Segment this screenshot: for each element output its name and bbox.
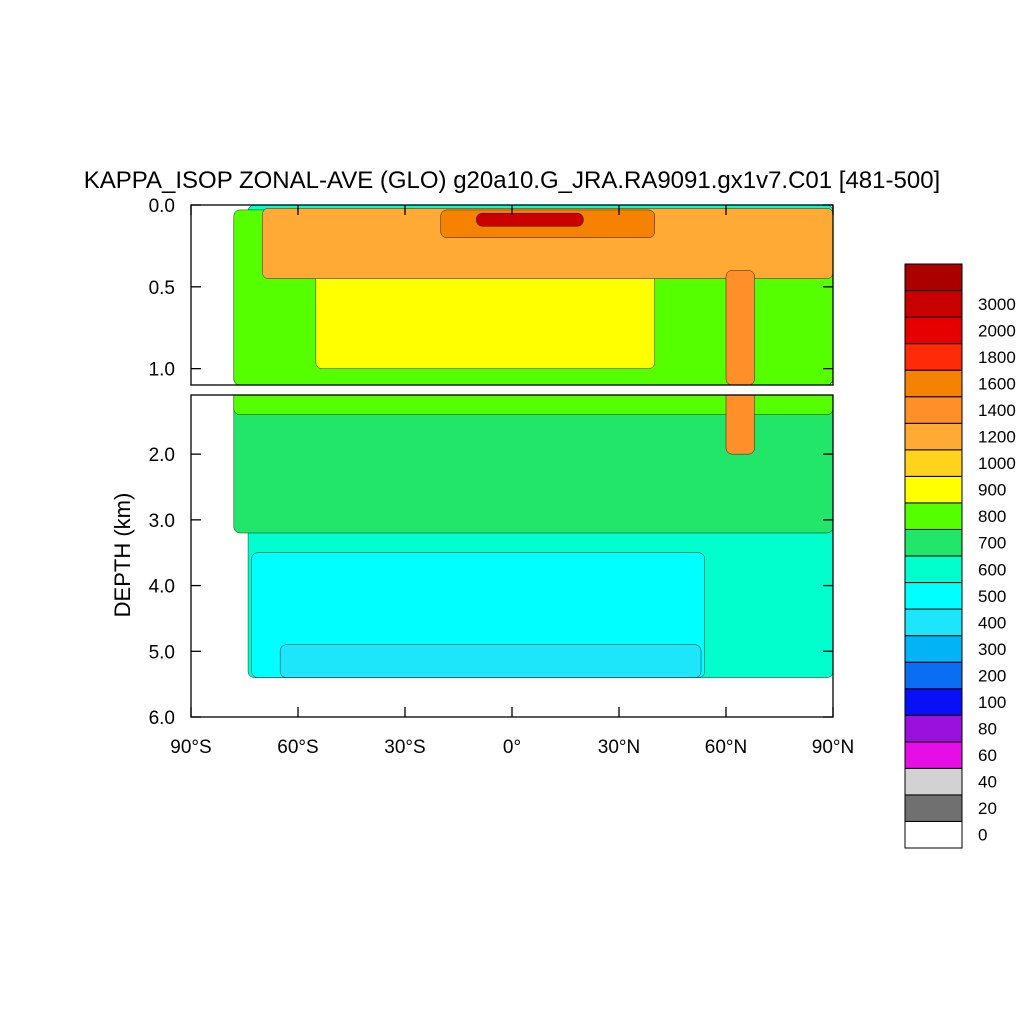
colorbar-label: 500 bbox=[978, 587, 1006, 606]
colorbar-box bbox=[904, 502, 963, 530]
colorbar-box bbox=[904, 582, 963, 610]
y-axis: 0.0 0.5 1.0 2.0 3.0 4.0 5.0 6.0 bbox=[149, 196, 833, 729]
colorbar-box bbox=[904, 820, 963, 849]
colorbar-box bbox=[904, 422, 963, 451]
field-region-2000-3000 bbox=[476, 212, 584, 227]
x-tick-label: 60°N bbox=[705, 737, 747, 758]
colorbar-label: 20 bbox=[978, 799, 997, 818]
colorbar-box bbox=[904, 688, 963, 716]
colorbar-label: 1200 bbox=[978, 428, 1016, 447]
x-tick-label: 90°N bbox=[812, 737, 854, 758]
x-tick-label: 90°S bbox=[170, 737, 211, 758]
colorbar-box bbox=[904, 767, 963, 796]
field-region-700-800 bbox=[233, 395, 833, 415]
colorbar-label: 300 bbox=[978, 640, 1006, 659]
x-tick-label: 30°N bbox=[598, 737, 640, 758]
colorbar-box bbox=[904, 528, 963, 557]
x-tick-label: 30°S bbox=[384, 737, 425, 758]
y-tick-label: 2.0 bbox=[149, 445, 175, 466]
field-region-300-400 bbox=[279, 644, 702, 678]
colorbar-label: 3000 bbox=[978, 295, 1016, 314]
x-tick-label: 0° bbox=[503, 737, 521, 758]
field-region-1000-1200 bbox=[262, 208, 833, 279]
chart-title: KAPPA_ISOP ZONAL-AVE (GLO) g20a10.G_JRA.… bbox=[84, 167, 940, 194]
field-region-1200-1400 bbox=[725, 270, 755, 385]
colorbar-box bbox=[904, 343, 963, 371]
y-tick-label: 0.0 bbox=[149, 196, 175, 217]
colorbar-box bbox=[904, 290, 963, 318]
colorbar-label: 1000 bbox=[978, 454, 1016, 473]
colorbar-box bbox=[904, 263, 963, 292]
colorbar-label: 400 bbox=[978, 613, 1006, 632]
colorbar-box bbox=[904, 635, 963, 663]
upper-panel-field bbox=[233, 205, 833, 385]
colorbar-label: 80 bbox=[978, 720, 997, 739]
colorbar-label: 2000 bbox=[978, 321, 1016, 340]
y-tick-label: 6.0 bbox=[149, 708, 175, 729]
colorbar-label: 800 bbox=[978, 507, 1006, 526]
colorbar-box bbox=[904, 794, 963, 822]
lower-panel-field bbox=[233, 395, 833, 678]
colorbar: 0 20 40 60 80 100 200 300 400 500 600 700 800 900 1000… bbox=[904, 263, 1016, 849]
colorbar-box bbox=[904, 555, 963, 584]
colorbar-box bbox=[904, 396, 963, 424]
colorbar-label: 40 bbox=[978, 773, 997, 792]
colorbar-box bbox=[904, 475, 963, 504]
y-tick-label: 1.0 bbox=[149, 360, 175, 381]
y-tick-label: 4.0 bbox=[149, 577, 175, 598]
y-tick-label: 0.5 bbox=[149, 278, 175, 299]
x-tick-label: 60°S bbox=[277, 737, 318, 758]
colorbar-label: 700 bbox=[978, 534, 1006, 553]
x-axis: 90°S 60°S 30°S 0° 30°N 60°N 90°N bbox=[170, 205, 854, 758]
colorbar-label: 600 bbox=[978, 560, 1006, 579]
colorbar-label: 60 bbox=[978, 746, 997, 765]
colorbar-label: 1800 bbox=[978, 348, 1016, 367]
colorbar-label: 100 bbox=[978, 693, 1006, 712]
colorbar-box bbox=[904, 608, 963, 637]
y-tick-label: 3.0 bbox=[149, 511, 175, 532]
field-region-1200-1400 bbox=[725, 395, 755, 455]
colorbar-label: 900 bbox=[978, 481, 1006, 500]
colorbar-label: 1400 bbox=[978, 401, 1016, 420]
colorbar-label: 1600 bbox=[978, 374, 1016, 393]
colorbar-box bbox=[904, 661, 963, 690]
y-axis-title: DEPTH (km) bbox=[110, 493, 135, 618]
field-region-600-700 bbox=[233, 395, 833, 534]
colorbar-box bbox=[904, 316, 963, 345]
colorbar-label: 200 bbox=[978, 666, 1006, 685]
colorbar-box bbox=[904, 741, 963, 769]
colorbar-box bbox=[904, 449, 963, 477]
colorbar-label: 0 bbox=[978, 826, 987, 845]
y-tick-label: 5.0 bbox=[149, 642, 175, 663]
colorbar-box bbox=[904, 369, 963, 398]
colorbar-box bbox=[904, 714, 963, 743]
